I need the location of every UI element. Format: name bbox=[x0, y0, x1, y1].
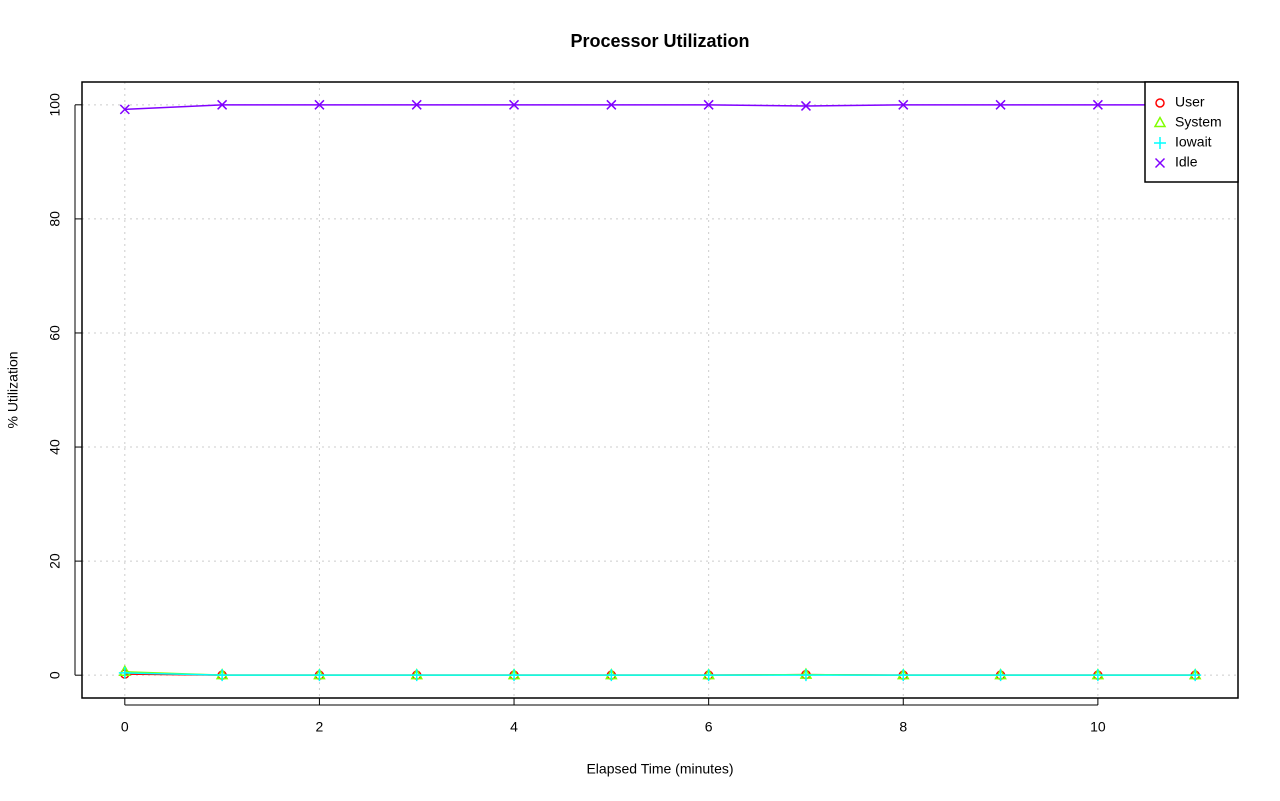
point bbox=[898, 99, 909, 110]
point bbox=[1092, 99, 1103, 110]
y-tick-label: 20 bbox=[47, 553, 63, 569]
legend-label: Iowait bbox=[1175, 134, 1212, 150]
y-tick-label: 60 bbox=[47, 325, 63, 341]
point bbox=[411, 99, 422, 110]
x-tick-label: 0 bbox=[121, 719, 129, 735]
y-tick-label: 40 bbox=[47, 439, 63, 455]
point bbox=[314, 99, 325, 110]
x-tick-label: 4 bbox=[510, 719, 518, 735]
legend-label: System bbox=[1175, 114, 1222, 130]
point bbox=[799, 669, 812, 682]
point bbox=[995, 99, 1006, 110]
point bbox=[119, 104, 130, 115]
series-line bbox=[124, 104, 1196, 111]
point bbox=[606, 99, 617, 110]
point bbox=[313, 669, 326, 682]
legend-label: Idle bbox=[1175, 154, 1198, 170]
point bbox=[509, 99, 520, 110]
x-tick-label: 6 bbox=[705, 719, 713, 735]
x-axis-label: Elapsed Time (minutes) bbox=[586, 761, 733, 777]
series-line bbox=[124, 672, 1196, 676]
y-tick-label: 0 bbox=[47, 671, 63, 679]
point bbox=[897, 669, 910, 682]
point bbox=[1153, 115, 1167, 128]
plot-frame bbox=[81, 81, 1239, 699]
point bbox=[800, 100, 811, 111]
chart-title: Processor Utilization bbox=[570, 31, 749, 51]
x-tick-label: 8 bbox=[899, 719, 907, 735]
point bbox=[994, 669, 1007, 682]
y-tick-label: 100 bbox=[47, 93, 63, 117]
point bbox=[217, 99, 228, 110]
y-axis-label: % Utilization bbox=[5, 351, 21, 428]
point bbox=[702, 669, 715, 682]
legend-label: User bbox=[1175, 94, 1205, 110]
point bbox=[508, 669, 521, 682]
point bbox=[216, 669, 229, 682]
point bbox=[1155, 98, 1165, 108]
x-tick-label: 10 bbox=[1090, 719, 1106, 735]
point bbox=[118, 666, 131, 679]
point bbox=[410, 669, 423, 682]
point bbox=[1154, 157, 1166, 169]
point bbox=[605, 669, 618, 682]
x-tick-label: 2 bbox=[316, 719, 324, 735]
point bbox=[1091, 669, 1104, 682]
point bbox=[1189, 669, 1202, 682]
point bbox=[703, 99, 714, 110]
y-tick-label: 80 bbox=[47, 211, 63, 227]
point bbox=[1154, 137, 1166, 149]
